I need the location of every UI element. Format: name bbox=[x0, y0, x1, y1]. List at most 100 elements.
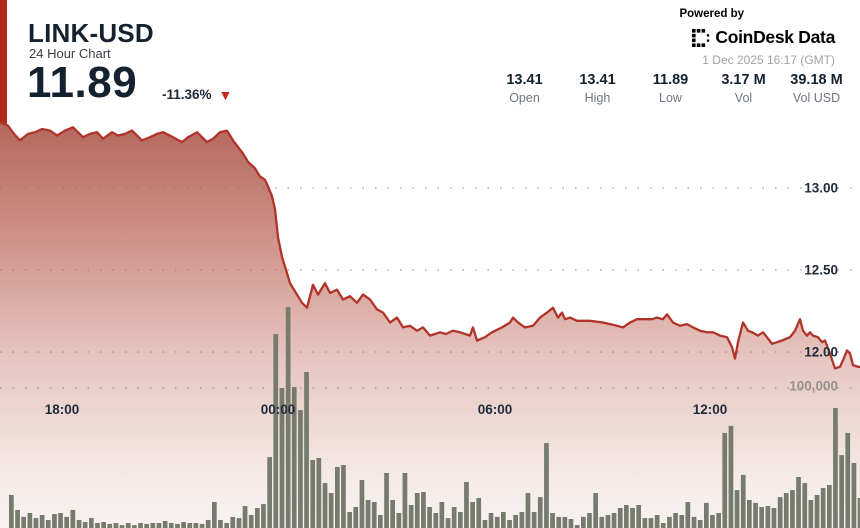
volume-bar bbox=[101, 522, 106, 528]
coindesk-logo-icon bbox=[692, 28, 710, 47]
volume-bar bbox=[660, 523, 666, 528]
volume-bar bbox=[605, 515, 611, 528]
volume-bar bbox=[624, 505, 629, 528]
volume-bar bbox=[359, 480, 365, 528]
volume-bar bbox=[550, 513, 555, 528]
volume-bar bbox=[261, 504, 266, 528]
price-change-value: -11.36% bbox=[162, 87, 212, 102]
volume-bar bbox=[341, 465, 346, 528]
volume-bar bbox=[654, 515, 660, 528]
volume-bar bbox=[304, 372, 309, 528]
volume-bar bbox=[421, 492, 426, 528]
volume-bar bbox=[568, 519, 574, 528]
volume-bar bbox=[64, 516, 69, 528]
volume-bar bbox=[52, 514, 57, 528]
volume-bar bbox=[242, 506, 248, 528]
volume-bar bbox=[273, 334, 279, 528]
stat-vol-usd: 39.18 M Vol USD bbox=[780, 72, 853, 105]
stat-value: 13.41 bbox=[506, 72, 543, 88]
volume-bar bbox=[808, 500, 814, 528]
volume-bar bbox=[150, 523, 156, 528]
stats-row: 13.41 Open 13.41 High 11.89 Low 3.17 M V… bbox=[488, 72, 860, 105]
volume-bar bbox=[218, 520, 223, 528]
volume-bar bbox=[581, 516, 586, 528]
volume-bar bbox=[722, 432, 728, 528]
volume-bar bbox=[205, 520, 211, 528]
volume-bar bbox=[494, 516, 500, 528]
volume-bar bbox=[765, 506, 771, 528]
volume-bar bbox=[445, 518, 451, 528]
stat-label: Vol USD bbox=[792, 91, 841, 105]
chart-timestamp: 1 Dec 2025 16:17 (GMT) bbox=[702, 53, 835, 67]
volume-bar bbox=[519, 512, 525, 528]
volume-bar bbox=[353, 507, 359, 528]
volume-bar bbox=[384, 473, 389, 528]
volume-bar bbox=[21, 516, 26, 528]
volume-bar bbox=[89, 518, 94, 528]
stat-low: 11.89 Low bbox=[634, 72, 707, 105]
volume-bar bbox=[310, 460, 316, 528]
volume-bar bbox=[70, 509, 76, 528]
volume-bar bbox=[414, 493, 420, 528]
volume-bar bbox=[562, 516, 568, 528]
volume-bar bbox=[113, 523, 119, 528]
volume-bar bbox=[144, 523, 149, 528]
volume-bar bbox=[181, 522, 186, 528]
volume-bar bbox=[734, 490, 740, 528]
volume-bar bbox=[408, 505, 414, 528]
volume-bar bbox=[679, 515, 685, 528]
stat-vol: 3.17 M Vol bbox=[707, 72, 780, 105]
volume-bar bbox=[45, 520, 51, 528]
volume-bar bbox=[427, 507, 432, 528]
volume-bar bbox=[27, 513, 33, 528]
volume-bar bbox=[132, 525, 137, 528]
volume-bar bbox=[488, 513, 494, 528]
volume-bar bbox=[39, 515, 45, 528]
volume-bar bbox=[335, 467, 340, 528]
volume-bar bbox=[802, 483, 808, 528]
volume-bar bbox=[58, 513, 63, 528]
coindesk-logo[interactable]: CoinDesk Data bbox=[692, 27, 835, 48]
x-axis-time-label: 12:00 bbox=[692, 402, 728, 417]
symbol-title: LINK-USD bbox=[28, 18, 154, 48]
volume-bar bbox=[328, 493, 334, 528]
volume-bar bbox=[76, 520, 82, 528]
volume-bar bbox=[556, 516, 562, 528]
volume-bar bbox=[839, 455, 844, 528]
volume-bar bbox=[125, 523, 131, 528]
x-axis-time-label: 06:00 bbox=[477, 402, 513, 417]
volume-bar bbox=[691, 516, 697, 528]
volume-bar bbox=[291, 387, 297, 528]
price-down-triangle-icon: ▼ bbox=[218, 87, 233, 103]
volume-bar bbox=[95, 523, 100, 528]
volume-bar bbox=[371, 502, 377, 528]
stat-label: Low bbox=[659, 91, 682, 105]
volume-bar bbox=[33, 518, 39, 528]
volume-bar bbox=[704, 502, 709, 528]
volume-bar bbox=[82, 522, 88, 528]
volume-bar bbox=[820, 488, 826, 528]
volume-bar bbox=[599, 516, 605, 528]
volume-bar bbox=[482, 520, 488, 528]
volume-bar bbox=[790, 490, 795, 528]
stat-value: 13.41 bbox=[579, 72, 616, 88]
volume-bar bbox=[224, 523, 229, 528]
volume-bar bbox=[316, 458, 322, 528]
volume-bar bbox=[15, 509, 20, 528]
current-price: 11.89 bbox=[27, 58, 138, 107]
volume-bar bbox=[587, 513, 592, 528]
volume-bar bbox=[710, 515, 715, 528]
volume-bar bbox=[156, 523, 162, 528]
stat-label: High bbox=[584, 91, 611, 105]
volume-bar bbox=[716, 513, 721, 528]
volume-bar bbox=[439, 502, 445, 528]
stat-high: 13.41 High bbox=[561, 72, 634, 105]
volume-bar bbox=[187, 523, 193, 528]
coindesk-logo-text: CoinDesk Data bbox=[715, 27, 835, 47]
stat-label: Open bbox=[509, 91, 540, 105]
volume-bar bbox=[507, 520, 512, 528]
volume-bar bbox=[617, 508, 623, 528]
volume-bar bbox=[667, 516, 672, 528]
